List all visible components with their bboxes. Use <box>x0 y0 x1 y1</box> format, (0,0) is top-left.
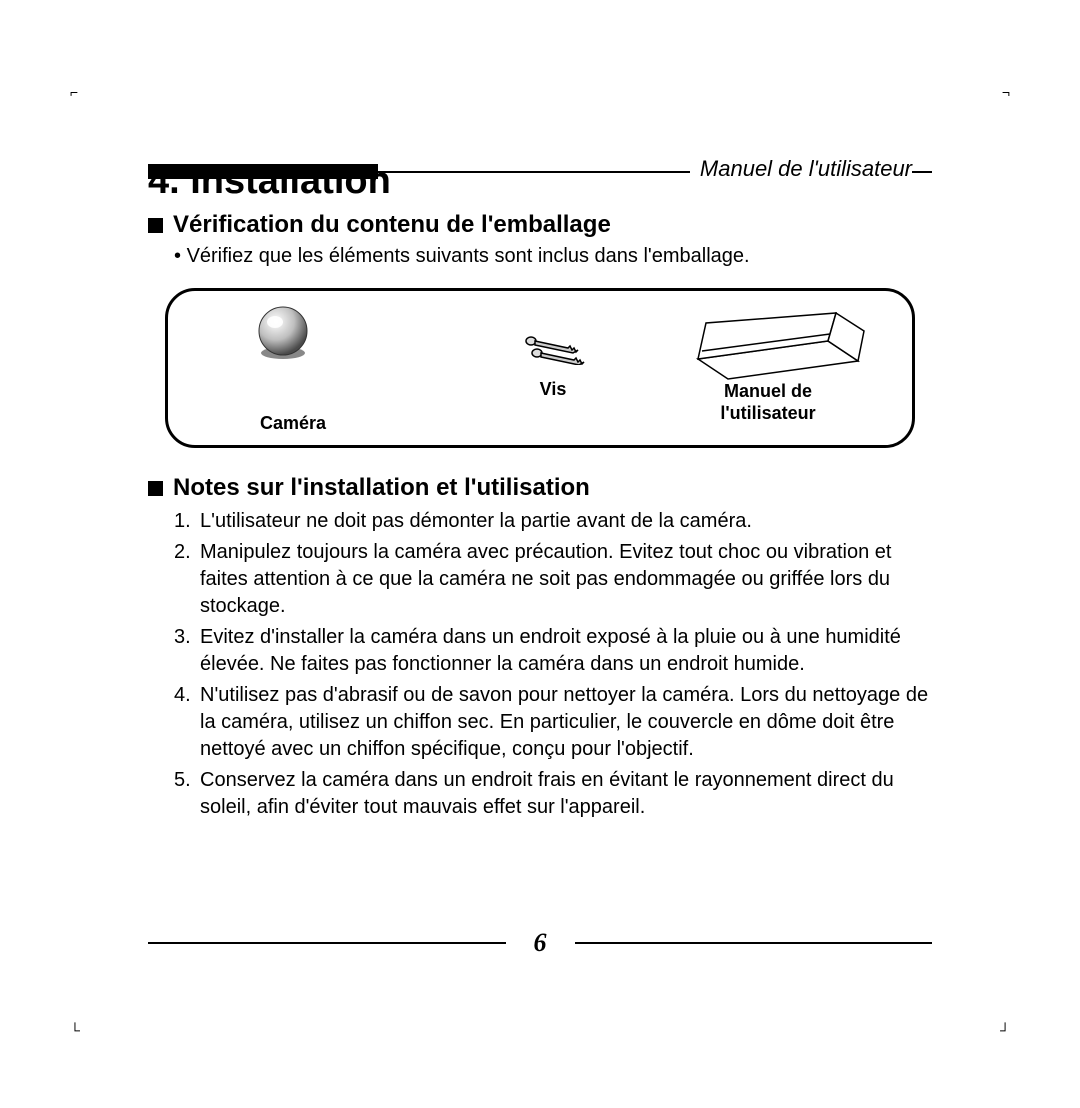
crop-mark-icon: ┘ <box>1000 1022 1010 1038</box>
note-text: Conservez la caméra dans un endroit frai… <box>200 767 932 821</box>
section-2-heading-text: Notes sur l'installation et l'utilisatio… <box>173 474 590 502</box>
note-text: Evitez d'installer la caméra dans un end… <box>200 624 932 678</box>
header-title: Manuel de l'utilisateur <box>690 156 912 182</box>
note-number: 2. <box>174 539 200 620</box>
note-text: N'utilisez pas d'abrasif ou de savon pou… <box>200 682 932 763</box>
note-text: L'utilisateur ne doit pas démonter la pa… <box>200 508 932 535</box>
manual-icon <box>678 311 868 381</box>
vis-label: Vis <box>533 379 573 400</box>
camera-label: Caméra <box>253 413 333 434</box>
crop-mark-icon: └ <box>70 1022 80 1038</box>
page-number: 6 <box>506 928 575 958</box>
document-page: ⌐ ¬ └ ┘ Manuel de l'utilisateur 4. Insta… <box>0 0 1080 1108</box>
package-contents-box: Caméra Vis Manuel de l'utilisateur <box>165 288 915 448</box>
page-footer: 6 <box>148 928 932 958</box>
note-text: Manipulez toujours la caméra avec précau… <box>200 539 932 620</box>
header-black-bar <box>148 164 378 179</box>
note-number: 1. <box>174 508 200 535</box>
note-item: 5. Conservez la caméra dans un endroit f… <box>174 767 932 821</box>
camera-icon <box>253 305 313 361</box>
footer-rule <box>575 942 933 944</box>
note-number: 4. <box>174 682 200 763</box>
manual-label: Manuel de l'utilisateur <box>688 381 848 424</box>
note-item: 1. L'utilisateur ne doit pas démonter la… <box>174 508 932 535</box>
note-item: 4. N'utilisez pas d'abrasif ou de savon … <box>174 682 932 763</box>
square-bullet-icon <box>148 218 163 233</box>
footer-rule <box>148 942 506 944</box>
notes-list: 1. L'utilisateur ne doit pas démonter la… <box>174 508 932 821</box>
section-1-intro: Vérifiez que les éléments suivants sont … <box>174 243 932 270</box>
section-1-heading-text: Vérification du contenu de l'emballage <box>173 211 611 239</box>
note-item: 3. Evitez d'installer la caméra dans un … <box>174 624 932 678</box>
note-item: 2. Manipulez toujours la caméra avec pré… <box>174 539 932 620</box>
section-1-heading: Vérification du contenu de l'emballage <box>148 211 932 239</box>
crop-mark-icon: ⌐ <box>70 84 78 100</box>
square-bullet-icon <box>148 481 163 496</box>
section-2-heading: Notes sur l'installation et l'utilisatio… <box>148 474 932 502</box>
screws-icon <box>523 333 593 365</box>
crop-mark-icon: ¬ <box>1002 84 1010 100</box>
content-area: 4. Installation Vérification du contenu … <box>148 160 932 821</box>
note-number: 5. <box>174 767 200 821</box>
note-number: 3. <box>174 624 200 678</box>
